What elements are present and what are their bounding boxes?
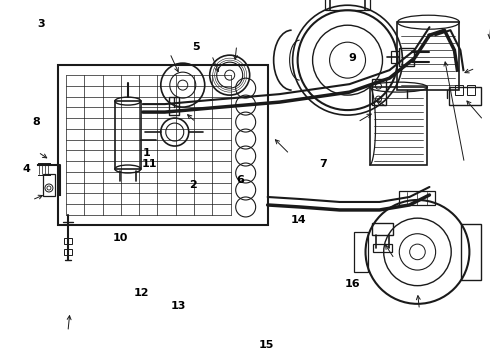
Text: 11: 11: [142, 159, 157, 169]
Bar: [399, 48, 415, 66]
Bar: [64, 238, 72, 244]
Bar: [467, 85, 475, 95]
Bar: [462, 224, 481, 280]
Bar: [397, 22, 460, 90]
Text: 3: 3: [38, 19, 46, 28]
Text: 7: 7: [319, 159, 327, 169]
Bar: [169, 97, 179, 115]
Text: 12: 12: [134, 288, 149, 298]
Text: 8: 8: [33, 117, 41, 127]
Text: 14: 14: [291, 215, 306, 225]
Text: 4: 4: [23, 164, 31, 174]
Text: 1: 1: [143, 148, 151, 158]
Text: 10: 10: [112, 233, 127, 243]
Text: 15: 15: [259, 341, 274, 350]
Bar: [392, 51, 399, 63]
Bar: [399, 191, 436, 205]
Text: 2: 2: [190, 180, 197, 190]
Bar: [58, 65, 268, 225]
Bar: [64, 249, 72, 255]
Bar: [43, 174, 55, 196]
Text: 16: 16: [344, 279, 360, 289]
Bar: [324, 0, 369, 10]
Bar: [455, 85, 464, 95]
Text: 5: 5: [192, 42, 199, 52]
Bar: [372, 244, 392, 252]
Text: 6: 6: [236, 175, 244, 185]
Bar: [115, 101, 141, 169]
Bar: [369, 87, 427, 165]
Bar: [371, 79, 386, 105]
Bar: [371, 223, 393, 235]
Text: 13: 13: [171, 301, 186, 311]
Bar: [449, 87, 481, 105]
Bar: [354, 232, 368, 272]
Text: 9: 9: [348, 53, 356, 63]
